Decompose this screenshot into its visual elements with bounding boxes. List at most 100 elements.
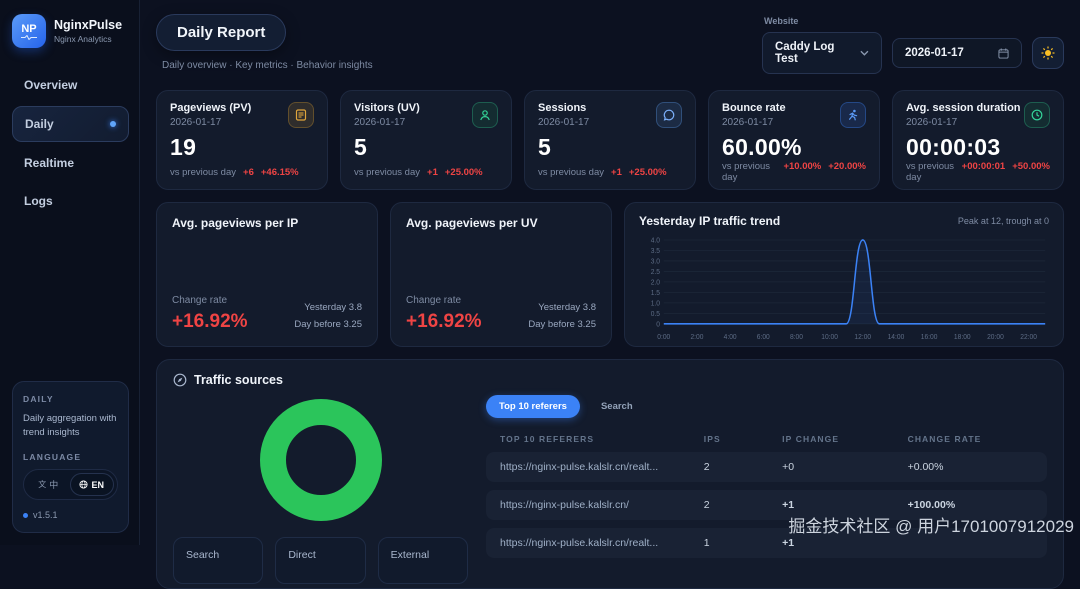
- lang-en-label: EN: [91, 479, 104, 490]
- app-logo-icon: NP: [12, 14, 46, 48]
- tab-top-10-referers[interactable]: Top 10 referers: [486, 395, 580, 418]
- svg-text:2.0: 2.0: [651, 279, 660, 286]
- ips-cell: 2: [703, 499, 710, 511]
- compass-icon: [173, 373, 187, 387]
- sidebar-item-daily[interactable]: Daily: [12, 106, 129, 142]
- vs-label: vs previous day: [722, 161, 771, 183]
- stat-date: 2026-01-17: [354, 117, 406, 128]
- table-row: https://nginx-pulse.kalslr.cn/ 2 +1 +100…: [486, 490, 1047, 520]
- change-rate-cell: +100.00%: [907, 499, 956, 511]
- source-button-direct[interactable]: Direct: [275, 537, 366, 584]
- svg-text:4.0: 4.0: [651, 237, 660, 244]
- lang-zh-label: 中: [49, 480, 59, 490]
- metric-card-pv-per-ip: Avg. pageviews per IP Change rate +16.92…: [156, 202, 378, 347]
- svg-text:2.5: 2.5: [651, 269, 660, 276]
- runner-icon: [840, 102, 866, 128]
- svg-text:12:00: 12:00: [854, 334, 871, 341]
- svg-text:6:00: 6:00: [757, 334, 770, 341]
- language-option-zh[interactable]: 文 中: [27, 473, 70, 496]
- ip-change-cell: +1: [782, 537, 795, 549]
- vs-label: vs previous day: [354, 167, 421, 178]
- traffic-sources-title: Traffic sources: [194, 373, 283, 387]
- sidebar-info-panel: DAILY Daily aggregation with trend insig…: [12, 381, 129, 533]
- sidebar-item-overview[interactable]: Overview: [12, 68, 129, 102]
- stat-value: 5: [354, 134, 368, 160]
- stat-cards-row: Pageviews (PV) 2026-01-17 19 vs previous…: [156, 90, 1064, 190]
- stat-delta: +1: [611, 167, 622, 178]
- website-selected-value: Caddy Log Test: [775, 41, 835, 65]
- website-label: Website: [764, 16, 799, 26]
- stat-card-bounce-rate: Bounce rate 2026-01-17 60.00% vs previou…: [708, 90, 880, 190]
- translate-icon: 文: [38, 480, 47, 489]
- ips-cell: 2: [703, 461, 710, 473]
- yesterday-value: Yesterday 3.8: [304, 301, 362, 313]
- trend-chart-note: Peak at 12, trough at 0: [957, 216, 1049, 226]
- day-before-value: Day before 3.25: [528, 318, 596, 330]
- topbar: Daily Report Daily overview · Key metric…: [156, 14, 1064, 74]
- language-option-en[interactable]: EN: [69, 473, 114, 496]
- source-button-search[interactable]: Search: [173, 537, 264, 584]
- col-referers: TOP 10 REFERERS: [500, 434, 595, 444]
- change-rate-value: +16.92%: [406, 311, 482, 332]
- col-ip-change: IP CHANGE: [782, 434, 840, 444]
- stat-delta-pct: +25.00%: [444, 167, 483, 178]
- date-picker[interactable]: 2026-01-17: [892, 38, 1022, 68]
- chat-bubble-icon: [656, 102, 682, 128]
- change-rate-label: Change rate: [172, 295, 228, 306]
- table-row: https://nginx-pulse.kalslr.cn/realt... 2…: [486, 452, 1047, 482]
- source-buttons-row: Search Direct External: [173, 537, 468, 584]
- chevron-down-icon: [860, 50, 869, 56]
- tab-search[interactable]: Search: [588, 395, 646, 418]
- trend-chart: 0 0.5 1.0 1.5 2.0 2.5 3.0 3.5 4.0 0:00 2:00 4:00 6:0…: [639, 232, 1049, 344]
- website-select[interactable]: Caddy Log Test: [762, 32, 882, 74]
- version-label: v1.5.1: [33, 510, 58, 520]
- panel-description: Daily aggregation with trend insights: [23, 413, 117, 439]
- change-rate-label: Change rate: [406, 295, 462, 306]
- calendar-icon: [998, 47, 1009, 59]
- traffic-donut-chart: [259, 399, 382, 521]
- stat-value: 00:00:03: [906, 134, 1001, 160]
- svg-text:18:00: 18:00: [954, 334, 971, 341]
- source-button-external[interactable]: External: [377, 537, 468, 584]
- waveform-icon: [21, 34, 37, 40]
- sun-icon: [1041, 46, 1055, 60]
- svg-text:22:00: 22:00: [1020, 334, 1037, 341]
- sidebar-item-logs[interactable]: Logs: [12, 184, 129, 218]
- referer-cell: https://nginx-pulse.kalslr.cn/realt...: [500, 537, 659, 549]
- change-rate-value: +16.92%: [172, 311, 248, 332]
- sidebar-nav: Overview Daily Realtime Logs: [12, 68, 129, 218]
- trend-chart-title: Yesterday IP traffic trend: [639, 214, 781, 228]
- source-button-label: Search: [186, 549, 220, 561]
- referer-cell: https://nginx-pulse.kalslr.cn/: [500, 499, 629, 511]
- app-name: NginxPulse: [54, 18, 123, 32]
- sidebar: NP NginxPulse Nginx Analytics Overview D…: [0, 0, 140, 545]
- stat-date: 2026-01-17: [538, 117, 590, 128]
- person-icon: [472, 102, 498, 128]
- secondary-row: Avg. pageviews per IP Change rate +16.92…: [156, 202, 1064, 347]
- traffic-trend-card: Yesterday IP traffic trend Peak at 12, t…: [624, 202, 1064, 347]
- svg-text:0:00: 0:00: [657, 334, 670, 341]
- stat-delta-pct: +25.00%: [628, 167, 667, 178]
- svg-text:0: 0: [656, 321, 660, 328]
- language-label: LANGUAGE: [23, 452, 82, 462]
- svg-text:3.5: 3.5: [651, 248, 660, 255]
- stat-delta: +1: [427, 167, 438, 178]
- stat-title: Pageviews (PV): [170, 102, 252, 114]
- sidebar-item-realtime[interactable]: Realtime: [12, 146, 129, 180]
- traffic-sources-card: Traffic sources Search Direct External T…: [156, 359, 1064, 589]
- svg-text:20:00: 20:00: [987, 334, 1004, 341]
- stat-delta-pct: +20.00%: [828, 161, 866, 172]
- stat-delta-pct: +50.00%: [1012, 161, 1050, 172]
- clock-icon: [1024, 102, 1050, 128]
- col-change-rate: CHANGE RATE: [907, 434, 982, 444]
- theme-toggle-button[interactable]: [1032, 37, 1064, 69]
- stat-delta: +10.00%: [783, 161, 822, 172]
- referer-cell: https://nginx-pulse.kalslr.cn/realt...: [500, 461, 659, 473]
- stat-value: 5: [538, 134, 552, 160]
- page-subtitle: Daily overview · Key metrics · Behavior …: [162, 60, 373, 71]
- date-value: 2026-01-17: [905, 47, 964, 59]
- globe-icon: [79, 480, 89, 489]
- svg-text:10:00: 10:00: [821, 334, 838, 341]
- stat-card-pageviews: Pageviews (PV) 2026-01-17 19 vs previous…: [156, 90, 328, 190]
- source-button-label: External: [390, 549, 430, 561]
